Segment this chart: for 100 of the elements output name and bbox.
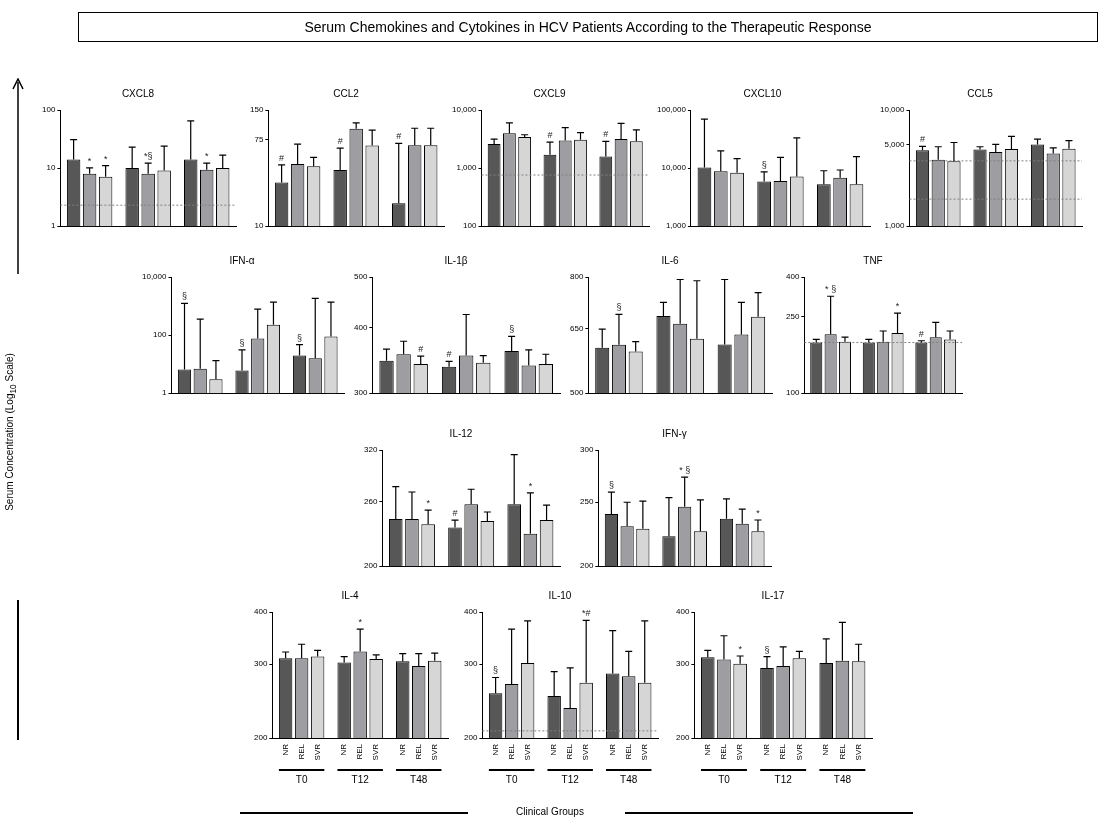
text: REL (837, 744, 847, 760)
y-tick-label: 10,000 (142, 272, 168, 282)
y-tick-label: 300 (463, 659, 478, 669)
annotation: * (358, 617, 363, 628)
y-tick-label: 1 (162, 388, 168, 398)
x-tick-label: T48 (833, 773, 852, 785)
annotation: # (452, 508, 458, 519)
y-tick-label: 200 (675, 733, 690, 743)
text: NR (549, 744, 559, 756)
text: SVR (735, 743, 745, 761)
annotation: § (761, 159, 767, 170)
annotation: § (764, 644, 770, 655)
text: Serum Chemokines and Cytokines in HCV Patients According to the Therapeutic Response (78, 12, 1098, 42)
annotation: § (608, 480, 614, 491)
text: NR (607, 744, 617, 756)
y-tick-label: 75 (254, 134, 264, 144)
y-tick-label: 300 (675, 659, 690, 669)
y-tick-label: 650 (569, 323, 584, 333)
annotation: § (509, 324, 515, 335)
annotation: # (603, 129, 609, 140)
y-tick-label: 100 (463, 221, 478, 231)
annotation: *§ (143, 151, 153, 162)
chart-title: IL-17 (761, 589, 785, 601)
y-tick-label: 500 (569, 388, 584, 398)
x-tick-label: T48 (410, 773, 428, 785)
annotation: § (493, 665, 499, 676)
chart-title: IFN-α (229, 254, 255, 266)
text: REL (413, 744, 423, 760)
annotation: * § (825, 284, 837, 295)
annotation: * (426, 498, 431, 509)
x-tick-label: T48 (620, 773, 638, 785)
text: NR (821, 744, 831, 756)
annotation: § (297, 332, 303, 343)
y-tick-label: 800 (569, 272, 584, 282)
y-tick-label: 1 (50, 221, 56, 231)
text: SVR (581, 744, 591, 761)
text: SVR (639, 744, 649, 761)
annotation: *# (581, 608, 591, 619)
chart-title: IL-10 (548, 589, 572, 601)
y-tick-label: 200 (363, 561, 378, 571)
annotation: * (87, 155, 92, 166)
text: NR (702, 743, 712, 756)
text: SVR (429, 744, 439, 761)
text: NR (280, 743, 290, 756)
annotation: # (446, 349, 452, 360)
text: SVR (522, 743, 532, 761)
annotation: * (204, 151, 209, 162)
text: REL (778, 744, 788, 760)
text: NR (339, 744, 349, 756)
y-tick-label: 500 (353, 272, 368, 282)
chart-title: CXCL8 (121, 87, 155, 99)
x-tick-label: T12 (774, 773, 793, 785)
y-tick-label: 200 (463, 733, 478, 743)
annotation: * (103, 153, 108, 164)
y-tick-label: 10,000 (452, 105, 478, 115)
y-tick-label: 1,000 (884, 221, 906, 231)
x-tick-label: T12 (351, 773, 370, 785)
y-tick-label: 400 (253, 607, 268, 617)
text: SVR (371, 744, 381, 761)
chart-title: IL-4 (341, 589, 360, 601)
y-tick-label: 1,000 (456, 163, 478, 173)
annotation: * (738, 643, 743, 654)
annotation: * (756, 507, 761, 518)
y-tick-label: 250 (785, 311, 800, 321)
annotation: # (547, 130, 553, 141)
y-tick-label: 10,000 (661, 163, 687, 173)
y-tick-label: 260 (363, 496, 378, 506)
y-tick-label: 10,000 (880, 105, 906, 115)
text: Clinical Groups (515, 806, 585, 817)
chart-title: CCL5 (967, 87, 994, 99)
annotation: § (239, 337, 245, 348)
chart-title: CXCL9 (533, 87, 567, 99)
x-tick-label: T0 (505, 773, 518, 785)
text: SVR (312, 743, 322, 761)
text: SVR (853, 744, 863, 761)
chart-title: IL-12 (449, 427, 473, 439)
chart-title: IL-6 (661, 254, 680, 266)
y-tick-label: 200 (253, 733, 268, 743)
y-tick-label: 320 (363, 445, 378, 455)
chart-title: IFN-γ (662, 427, 687, 439)
text: REL (506, 743, 516, 760)
annotation: # (920, 134, 926, 145)
annotation: # (396, 131, 402, 142)
chart-title: IL-1β (444, 254, 468, 266)
text: SVR (794, 744, 804, 761)
y-tick-label: 100,000 (657, 105, 687, 115)
y-tick-label: 100 (153, 330, 168, 340)
x-tick-label: T0 (718, 773, 731, 785)
annotation: § (182, 291, 188, 302)
annotation: # (918, 328, 924, 339)
y-tick-label: 300 (253, 659, 268, 669)
y-tick-label: 400 (353, 322, 368, 332)
annotation: # (418, 344, 424, 355)
y-tick-label: 400 (675, 607, 690, 617)
annotation: * § (679, 465, 691, 476)
y-tick-label: 300 (353, 388, 368, 398)
y-tick-label: 400 (785, 272, 800, 282)
text: NR (490, 743, 500, 756)
text: REL (296, 743, 306, 760)
x-tick-label: T12 (561, 773, 580, 785)
